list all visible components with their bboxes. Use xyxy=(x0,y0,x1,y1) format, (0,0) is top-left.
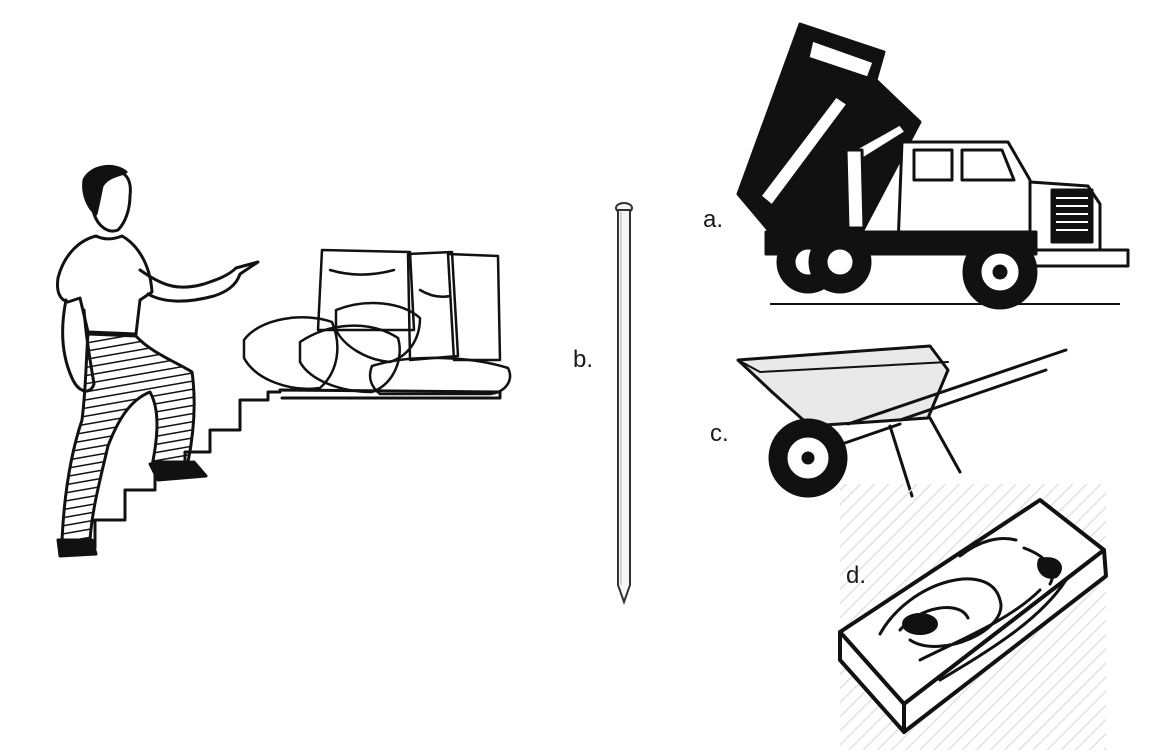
wheelbarrow-tray xyxy=(736,344,950,428)
pointing-arm xyxy=(138,260,260,303)
cab-window-right xyxy=(960,148,1016,182)
t-shirt xyxy=(56,234,154,336)
wooden-plank-illustration xyxy=(838,484,1108,750)
staircase xyxy=(58,388,502,550)
back-shoe xyxy=(56,538,98,558)
plank-wood-grain xyxy=(878,537,1068,682)
label-a: a. xyxy=(703,206,724,233)
stack-of-sacks xyxy=(242,248,512,396)
truck-front-wheel xyxy=(962,234,1038,310)
cab-window xyxy=(912,148,954,182)
truck-rear-wheels xyxy=(776,230,872,294)
label-b: b. xyxy=(573,346,594,373)
label-c: c. xyxy=(710,420,729,447)
dump-truck-illustration xyxy=(736,22,1130,310)
plank-knot-dark xyxy=(1037,557,1062,579)
hair xyxy=(82,164,128,216)
front-shoe xyxy=(148,460,208,482)
striped-trousers xyxy=(60,332,196,542)
wheelbarrow-wheel xyxy=(768,418,848,498)
wheelbarrow-illustration xyxy=(736,344,1068,498)
wheelbarrow-handles xyxy=(846,348,1068,426)
label-d: d. xyxy=(846,562,867,589)
plank-knot xyxy=(902,613,938,635)
nail-shank xyxy=(617,209,631,606)
truck-bumper xyxy=(1028,248,1130,268)
man-on-stairs-illustration xyxy=(56,164,512,558)
nail-illustration xyxy=(615,202,633,606)
